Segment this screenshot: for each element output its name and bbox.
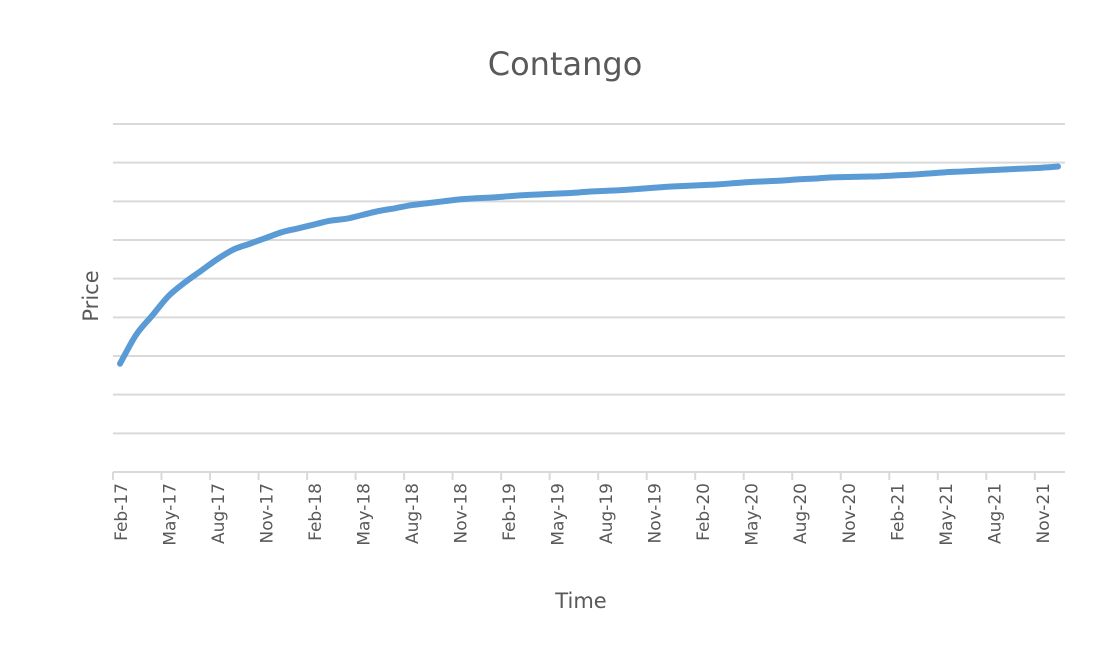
- x-tick-label: Aug-20: [791, 483, 811, 544]
- price-line: [117, 163, 1061, 367]
- x-tick-label: May-19: [549, 483, 569, 546]
- x-tick-label: May-20: [743, 483, 763, 546]
- gridlines: [113, 123, 1065, 473]
- x-tick-label: Aug-18: [403, 483, 423, 544]
- series-layer: [117, 163, 1061, 367]
- x-tick-label: Feb-21: [888, 483, 908, 541]
- x-tick-label: Aug-17: [209, 483, 229, 544]
- x-tick-label: Nov-21: [1034, 483, 1054, 544]
- x-axis: Feb-17 May-17 Aug-17 Nov-17 Feb-18 May-18 Aug-…: [112, 472, 1054, 546]
- x-tick-label: May-21: [937, 483, 957, 546]
- x-tick-label: Feb-20: [694, 483, 714, 541]
- x-tick-label: Nov-20: [840, 483, 860, 544]
- x-tick-label: Nov-17: [258, 483, 278, 544]
- x-tick-label: Aug-21: [985, 483, 1005, 544]
- x-tick-label: Feb-19: [500, 483, 520, 541]
- x-tick-label: Feb-18: [306, 483, 326, 541]
- x-tick-label: Aug-19: [597, 483, 617, 544]
- x-tick-label: May-17: [161, 483, 181, 546]
- x-tick-label: Feb-17: [112, 483, 132, 541]
- x-tick-label: Nov-19: [646, 483, 666, 544]
- x-tick-label: May-18: [355, 483, 375, 546]
- x-axis-title: Time: [554, 589, 606, 613]
- chart-title: Contango: [488, 45, 643, 83]
- y-axis-title: Price: [79, 270, 103, 321]
- x-tick-label: Nov-18: [452, 483, 472, 544]
